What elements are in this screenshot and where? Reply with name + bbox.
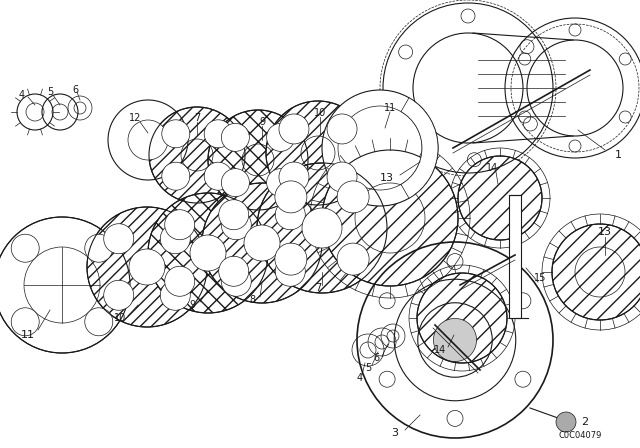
Circle shape bbox=[221, 123, 250, 151]
Circle shape bbox=[275, 200, 305, 230]
Circle shape bbox=[322, 90, 438, 206]
Text: 8: 8 bbox=[249, 295, 255, 305]
Text: 3: 3 bbox=[392, 428, 399, 438]
Text: 11: 11 bbox=[384, 103, 396, 113]
Circle shape bbox=[327, 114, 357, 144]
Text: 13: 13 bbox=[598, 227, 612, 237]
Circle shape bbox=[160, 280, 190, 310]
Text: 6: 6 bbox=[72, 85, 78, 95]
Circle shape bbox=[275, 256, 305, 286]
Text: C0C04079: C0C04079 bbox=[558, 431, 602, 439]
Text: 10: 10 bbox=[314, 108, 326, 118]
Circle shape bbox=[552, 224, 640, 320]
Text: 15: 15 bbox=[534, 273, 546, 283]
Circle shape bbox=[275, 243, 307, 275]
Circle shape bbox=[12, 308, 39, 336]
Circle shape bbox=[433, 319, 477, 362]
Circle shape bbox=[219, 256, 249, 286]
Circle shape bbox=[164, 210, 195, 240]
Text: 11: 11 bbox=[21, 330, 35, 340]
Circle shape bbox=[84, 234, 113, 262]
Circle shape bbox=[279, 162, 309, 192]
Text: 10: 10 bbox=[114, 313, 126, 323]
Wedge shape bbox=[401, 98, 438, 198]
Circle shape bbox=[190, 235, 226, 271]
Circle shape bbox=[128, 120, 168, 160]
Text: 5: 5 bbox=[47, 87, 53, 97]
Text: 14: 14 bbox=[486, 163, 498, 173]
Circle shape bbox=[337, 181, 369, 213]
Circle shape bbox=[202, 183, 322, 303]
Circle shape bbox=[417, 273, 507, 363]
Text: 4: 4 bbox=[19, 90, 25, 100]
Circle shape bbox=[104, 224, 134, 254]
Circle shape bbox=[458, 156, 542, 240]
Circle shape bbox=[162, 162, 190, 190]
Circle shape bbox=[104, 280, 134, 310]
Text: 13: 13 bbox=[380, 173, 394, 183]
Circle shape bbox=[87, 207, 207, 327]
Text: 9: 9 bbox=[189, 300, 195, 310]
Circle shape bbox=[337, 243, 369, 275]
Text: 12: 12 bbox=[129, 113, 141, 123]
Circle shape bbox=[204, 120, 232, 148]
Circle shape bbox=[164, 266, 195, 296]
Circle shape bbox=[221, 210, 252, 240]
Circle shape bbox=[279, 114, 309, 144]
Circle shape bbox=[12, 234, 39, 262]
Circle shape bbox=[84, 308, 113, 336]
Circle shape bbox=[160, 224, 190, 254]
Text: 7: 7 bbox=[315, 283, 321, 293]
Circle shape bbox=[204, 162, 232, 190]
Circle shape bbox=[266, 101, 370, 205]
Circle shape bbox=[244, 225, 280, 261]
Circle shape bbox=[129, 249, 165, 285]
Circle shape bbox=[0, 217, 130, 353]
Text: 1: 1 bbox=[614, 150, 621, 160]
Text: 4: 4 bbox=[357, 373, 363, 383]
Circle shape bbox=[219, 200, 249, 230]
Circle shape bbox=[162, 120, 190, 148]
Text: 6: 6 bbox=[373, 353, 379, 363]
Circle shape bbox=[322, 150, 458, 286]
Circle shape bbox=[221, 168, 250, 197]
Circle shape bbox=[208, 110, 308, 210]
Circle shape bbox=[275, 181, 307, 213]
Circle shape bbox=[267, 123, 294, 151]
Text: 14: 14 bbox=[434, 345, 446, 355]
Text: 9: 9 bbox=[259, 117, 265, 127]
Circle shape bbox=[257, 163, 387, 293]
Circle shape bbox=[267, 168, 294, 197]
Circle shape bbox=[149, 107, 245, 203]
Circle shape bbox=[302, 208, 342, 248]
Text: 5: 5 bbox=[365, 363, 371, 373]
Circle shape bbox=[148, 193, 268, 313]
Circle shape bbox=[327, 162, 357, 192]
Circle shape bbox=[556, 412, 576, 432]
Text: 7: 7 bbox=[194, 113, 200, 123]
Text: 2: 2 bbox=[581, 417, 589, 427]
Circle shape bbox=[221, 266, 252, 296]
Bar bbox=[509, 195, 521, 318]
